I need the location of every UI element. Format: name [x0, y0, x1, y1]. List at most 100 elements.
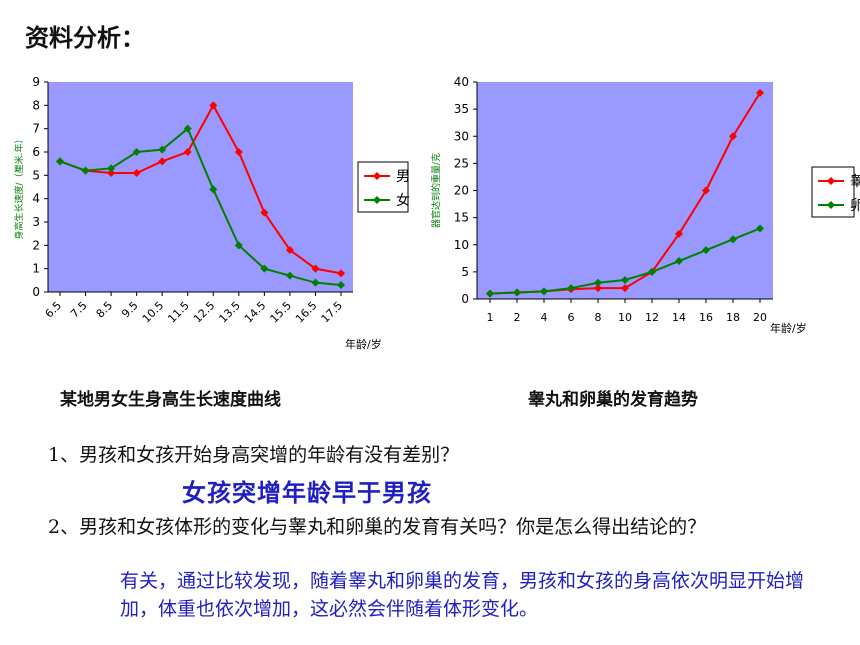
question-1: 1、男孩和女孩开始身高突增的年龄有没有差别？ [48, 444, 460, 466]
x-tick-label: 12.5 [191, 299, 218, 326]
x-tick-label: 16 [699, 311, 713, 324]
y-axis-label: 器官达到的重量/克 [430, 153, 442, 228]
x-tick-label: 16.5 [293, 299, 320, 326]
y-tick-label: 5 [461, 265, 469, 279]
x-tick-label: 7.5 [68, 299, 90, 321]
y-tick-label: 30 [454, 129, 469, 143]
data-point [594, 278, 602, 287]
data-point [285, 246, 294, 254]
legend-label: 睾丸 [850, 174, 860, 190]
chart2-caption: 睾丸和卵巢的发育趋势 [528, 390, 698, 410]
x-axis-label: 年龄/岁 [345, 337, 382, 351]
data-point [81, 166, 90, 175]
data-point [56, 157, 64, 166]
data-point [648, 267, 656, 276]
data-point [729, 132, 737, 141]
y-tick-label: 25 [454, 156, 469, 170]
x-tick-label: 10.5 [140, 299, 167, 326]
data-point [513, 288, 521, 297]
y-tick-label: 9 [32, 75, 40, 89]
y-tick-label: 5 [32, 168, 40, 182]
data-point [183, 124, 192, 133]
y-tick-label: 2 [32, 238, 40, 252]
data-point [567, 284, 575, 293]
data-point [702, 246, 710, 255]
data-point [675, 229, 683, 238]
y-tick-label: 20 [454, 184, 469, 198]
plot-area [48, 82, 353, 292]
data-point [260, 264, 269, 273]
y-tick-label: 1 [32, 262, 40, 276]
legend-box [811, 166, 855, 218]
x-tick-label: 8.5 [94, 299, 116, 321]
x-tick-label: 6 [568, 311, 575, 324]
y-tick-label: 4 [32, 192, 40, 206]
data-point [756, 88, 764, 97]
x-tick-label: 20 [753, 311, 767, 324]
x-tick-label: 10 [618, 311, 632, 324]
y-tick-label: 10 [454, 238, 469, 252]
legend-marker [373, 196, 381, 204]
page-heading: 资料分析： [25, 24, 145, 52]
height-growth-chart: 0 1 2 3 4 5 6 7 8 9 6.5 7.5 8.5 9.5 10.5 11.5 12.5 13.5 14… [13, 75, 410, 351]
data-point [540, 287, 548, 296]
plot-area [477, 82, 773, 299]
data-point [621, 276, 629, 285]
x-tick-label: 4 [541, 311, 548, 324]
y-tick-label: 8 [32, 98, 40, 112]
x-tick-label: 9.5 [119, 299, 141, 321]
data-point [107, 164, 116, 173]
data-point [486, 289, 494, 298]
legend-label: 女 [396, 192, 410, 209]
answer-1: 女孩突增年龄早于男孩 [182, 478, 432, 507]
series-line-1 [59, 127, 342, 286]
data-point [158, 157, 167, 166]
series-line-0 [59, 103, 342, 275]
x-tick-label: 18 [726, 311, 740, 324]
x-tick-label: 8 [595, 311, 602, 324]
y-axis-label: 身高生长速度/（厘米.年） [13, 135, 25, 240]
x-tick-label: 14 [672, 311, 686, 324]
legend-marker [827, 177, 835, 185]
y-tick-label: 0 [32, 285, 40, 299]
data-point [337, 281, 345, 289]
y-tick-label: 7 [32, 122, 40, 136]
y-tick-label: 3 [32, 215, 40, 229]
data-point [756, 224, 764, 233]
x-tick-label: 6.5 [43, 299, 65, 321]
y-tick-label: 15 [454, 211, 469, 225]
y-tick-label: 6 [32, 145, 40, 159]
data-point [209, 185, 218, 194]
data-point [107, 169, 116, 177]
chart1-caption: 某地男女生身高生长速度曲线 [60, 390, 281, 410]
x-tick-label: 11.5 [165, 299, 192, 326]
data-point [702, 186, 710, 195]
data-point [311, 278, 320, 287]
x-tick-label: 14.5 [242, 299, 269, 326]
data-point [132, 148, 141, 156]
y-tick-label: 35 [454, 102, 469, 116]
data-point [337, 269, 345, 278]
data-point [132, 169, 141, 177]
legend-label: 男 [396, 169, 410, 185]
data-point [234, 241, 243, 250]
data-point [234, 148, 243, 156]
data-point [209, 101, 218, 110]
x-tick-label: 17.5 [319, 299, 346, 326]
x-tick-label: 15.5 [268, 299, 295, 326]
data-point [311, 264, 320, 273]
y-tick-label: 0 [461, 292, 469, 306]
x-tick-label: 1 [487, 311, 494, 324]
y-tick-label: 40 [454, 75, 469, 89]
data-point [675, 257, 683, 266]
legend-marker [373, 172, 381, 180]
data-point [285, 271, 294, 280]
answer-2: 有关，通过比较发现，随着睾丸和卵巢的发育，男孩和女孩的身高依次明显开始增加，体重… [120, 570, 805, 620]
data-point [183, 148, 192, 156]
legend-label: 卵巢 [850, 198, 860, 214]
x-tick-label: 2 [514, 311, 521, 324]
x-tick-label: 13.5 [216, 299, 243, 326]
data-point [729, 235, 737, 244]
data-point [621, 284, 629, 293]
